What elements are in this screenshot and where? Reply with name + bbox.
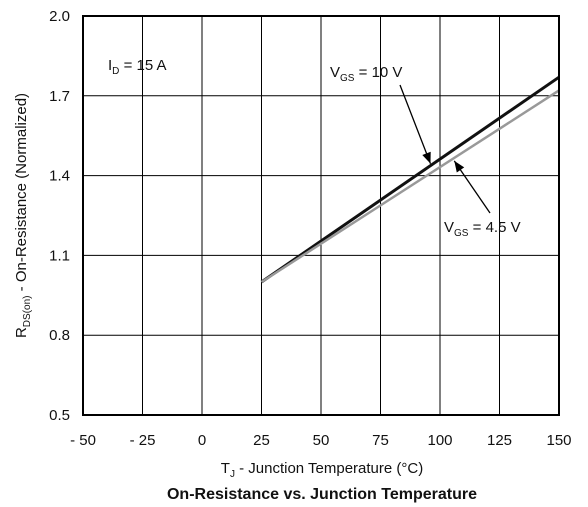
x-tick-label: 0 [198,432,206,449]
x-tick-labels: - 50 - 25 0 25 50 75 100 125 150 [70,432,571,449]
x-tick-label: 100 [427,432,452,449]
y-tick-labels: 0.5 0.8 1.1 1.4 1.7 2.0 [49,8,70,424]
series-line-vgs-10v [260,75,560,284]
x-tick-label: 50 [313,432,330,449]
x-tick-label: - 25 [130,432,156,449]
x-tick-label: 150 [546,432,571,449]
series-group [260,75,560,284]
grid-lines [82,15,560,416]
y-tick-label: 0.5 [49,407,70,424]
plot-frame [82,15,560,416]
series-line-vgs-4-5v [260,89,560,284]
x-tick-label: 75 [372,432,389,449]
x-tick-label: 125 [487,432,512,449]
chart-title: On-Resistance vs. Junction Temperature [167,486,477,503]
y-tick-label: 1.1 [49,247,70,264]
y-tick-label: 1.7 [49,88,70,105]
y-tick-label: 0.8 [49,327,70,344]
x-tick-label: 25 [253,432,270,449]
series-label-vgs-10v: VGS = 10 V [330,64,402,84]
x-axis-label: TJ - Junction Temperature (°C) [221,460,423,480]
pointer-vgs-10v [399,84,432,164]
y-tick-label: 1.4 [49,168,70,185]
pointer-vgs-4-5v-head [454,160,465,173]
y-tick-label: 2.0 [49,8,70,25]
pointer-vgs-10v-head [422,151,431,164]
series-label-vgs-4-5v: VGS = 4.5 V [444,219,521,239]
current-annotation: ID = 15 A [108,57,167,77]
y-axis-label: RDS(on) - On-Resistance (Normalized) [13,93,33,338]
series-pointers [399,84,491,214]
x-tick-label: - 50 [70,432,96,449]
